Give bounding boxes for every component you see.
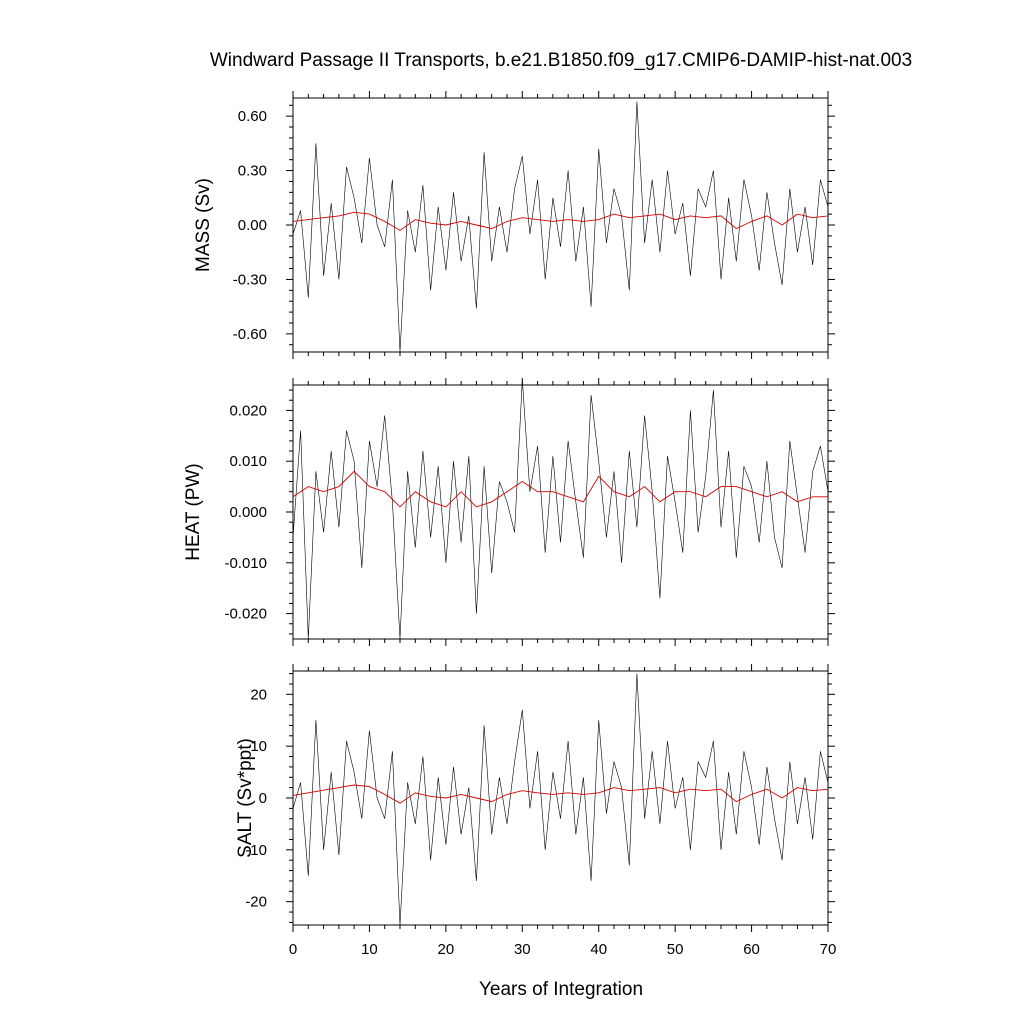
xtick-label: 40	[590, 941, 607, 958]
heat-raw-series	[292, 379, 829, 640]
mass-raw-series	[292, 101, 829, 353]
heat-panel: -0.020 -0.010 0.000 0.010 0.020 HEAT (PW)	[183, 378, 835, 646]
salt-ytick-label: 10	[250, 738, 267, 755]
mass-ytick-label: -0.60	[233, 326, 267, 343]
x-axis-label: Years of Integration	[479, 979, 643, 1000]
xtick-label: 0	[289, 941, 297, 958]
mass-ytick-label: 0.00	[238, 217, 267, 234]
salt-smoothed-series	[292, 784, 829, 804]
mass-smoothed-series	[292, 211, 829, 231]
salt-frame	[292, 670, 829, 926]
heat-ytick-label: 0.020	[229, 402, 267, 419]
xtick-label: 20	[438, 941, 455, 958]
heat-smoothed-series	[292, 470, 828, 508]
heat-frame	[292, 384, 829, 640]
mass-ytick-label: -0.30	[233, 271, 267, 288]
xtick-label: 60	[743, 941, 760, 958]
salt-ytick-label: 20	[250, 686, 267, 703]
salt-ytick-label: 0	[259, 790, 267, 807]
mass-ylabel: MASS (Sv)	[193, 178, 214, 272]
figure-title: Windward Passage II Transports, b.e21.B1…	[210, 50, 912, 71]
salt-ytick-label: -10	[245, 842, 267, 859]
salt-plot-area: -20 -10 0 10 20 0 10 20 30 40 50 60 70	[245, 664, 836, 958]
mass-frame	[292, 97, 829, 353]
heat-ytick-label: -0.020	[224, 606, 267, 623]
salt-raw-series	[292, 673, 829, 926]
salt-ytick-label: -20	[245, 894, 267, 911]
xtick-label: 70	[820, 941, 837, 958]
salt-ylabel: SALT (Sv*ppt)	[235, 738, 256, 858]
heat-ylabel: HEAT (PW)	[183, 463, 204, 560]
mass-panel: -0.60 -0.30 0.00 0.30 0.60 MASS (Sv)	[193, 91, 835, 359]
mass-ytick-label: 0.30	[238, 163, 267, 180]
xtick-label: 10	[361, 941, 378, 958]
mass-ytick-label: 0.60	[238, 108, 267, 125]
xtick-label: 30	[514, 941, 531, 958]
xtick-label: 50	[667, 941, 684, 958]
heat-ytick-label: 0.000	[229, 504, 267, 521]
salt-panel: -20 -10 0 10 20 0 10 20 30 40 50 60 70 SALT (Sv*ppt)…	[235, 664, 836, 1000]
heat-plot-area: -0.020 -0.010 0.000 0.010 0.020	[224, 378, 835, 646]
heat-ytick-label: 0.010	[229, 453, 267, 470]
heat-ytick-label: -0.010	[224, 555, 267, 572]
mass-plot-area: -0.60 -0.30 0.00 0.30 0.60	[233, 91, 835, 359]
